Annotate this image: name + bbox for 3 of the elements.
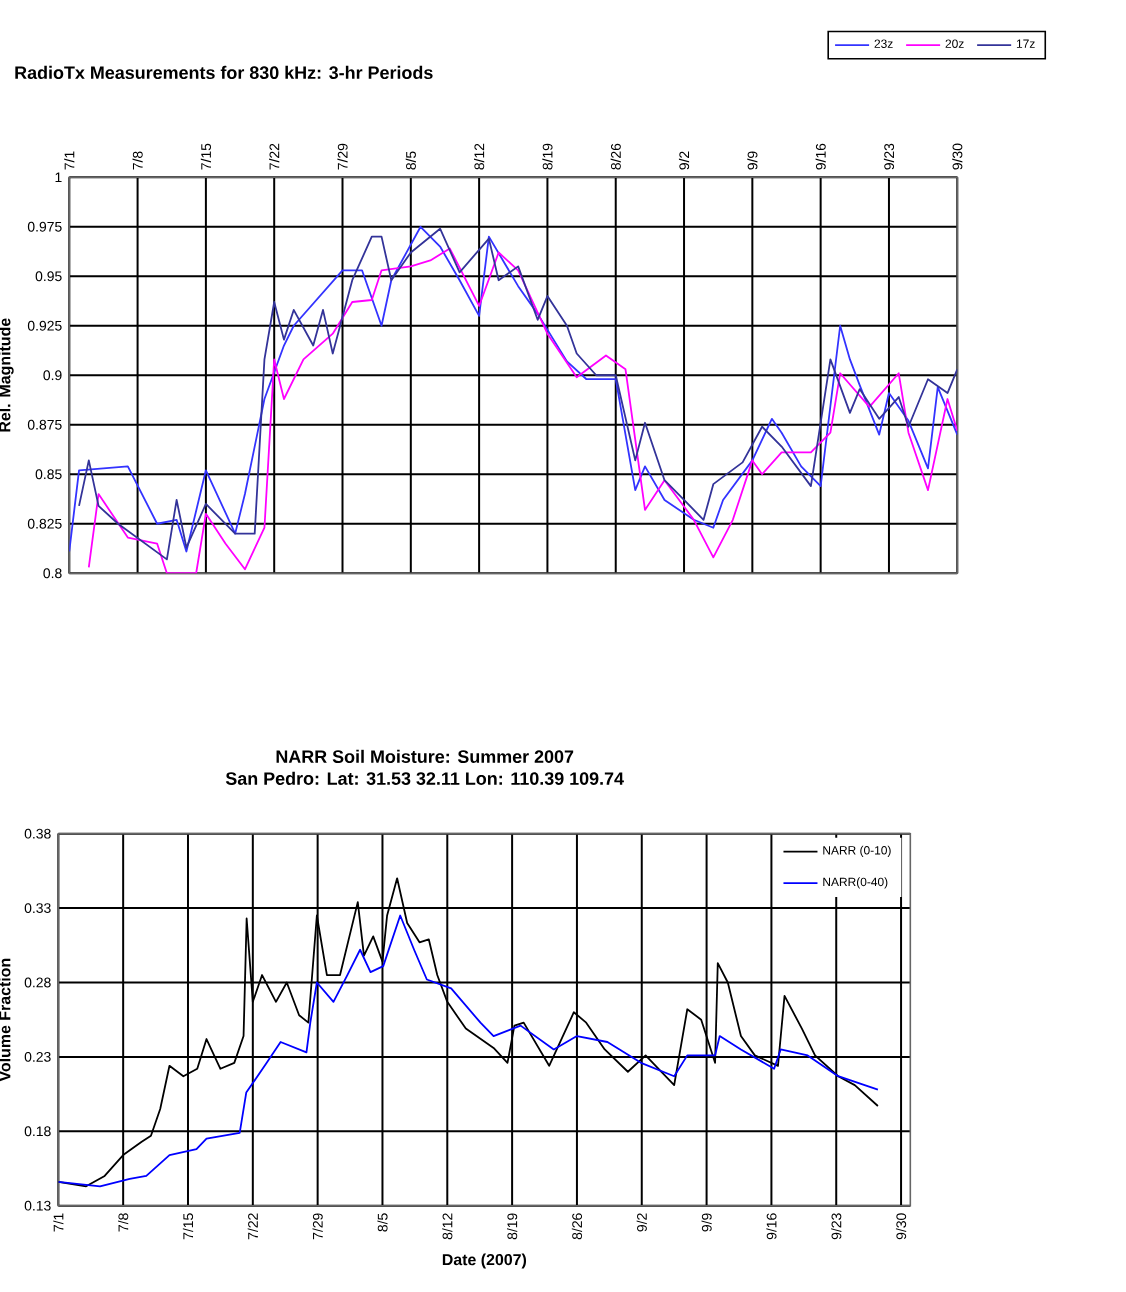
- chart-subtitle: San Pedro: Lat: 31.53 32.11 Lon: 110.39 109.74: [225, 771, 624, 785]
- chart-title: NARR Soil Moisture: Summer 2007: [276, 749, 574, 763]
- chart-title: RadioTx Measurements for 830 kHz: 3-hr Periods: [15, 65, 433, 80]
